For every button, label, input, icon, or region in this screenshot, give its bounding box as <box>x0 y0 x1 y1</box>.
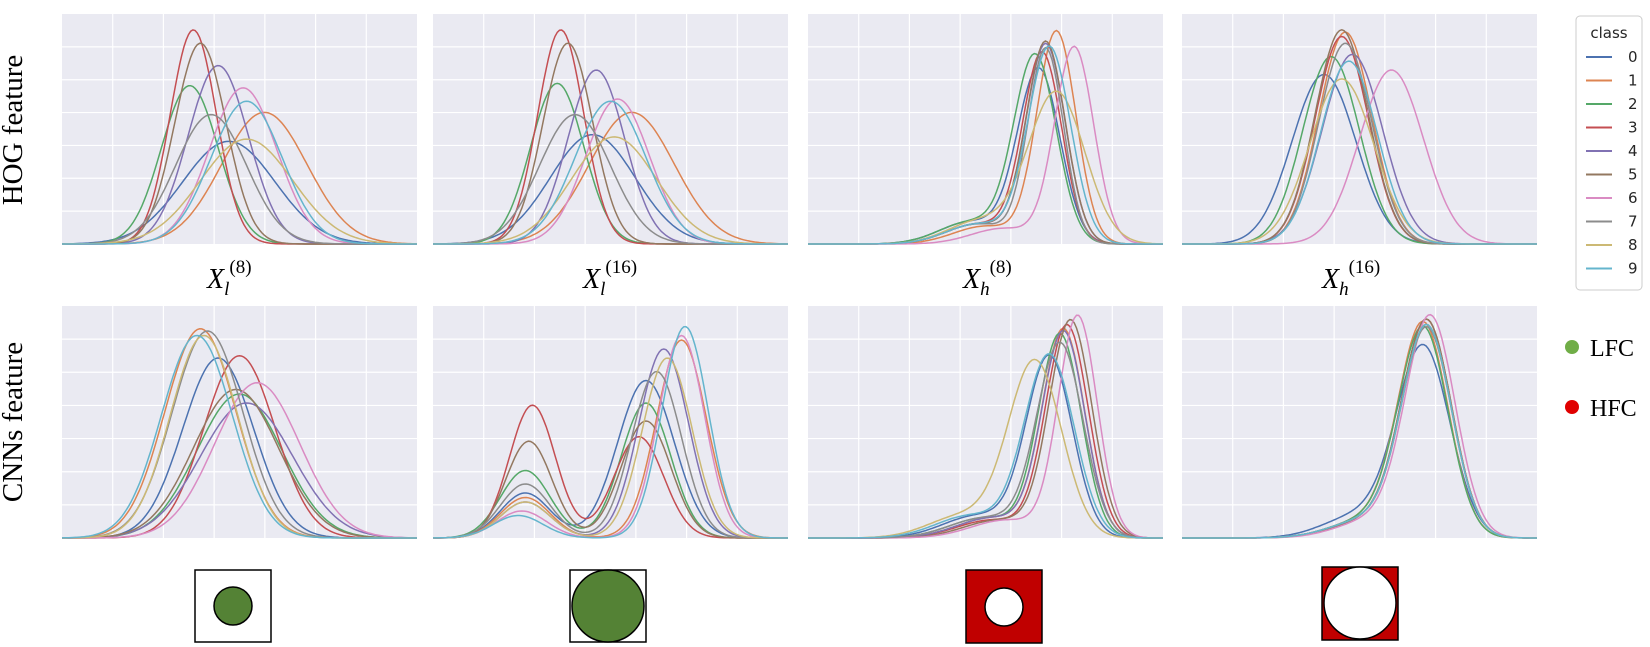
legend-label-class-4: 4 <box>1628 142 1638 160</box>
class-legend: class 0 1 2 3 4 5 6 7 8 9 <box>1575 15 1643 291</box>
kde-line-class-7 <box>433 370 788 539</box>
column-label-xh16-sup: (16) <box>1349 257 1381 278</box>
legend-label-class-3: 3 <box>1628 119 1638 137</box>
kde-line-class-8 <box>432 357 788 539</box>
kde-line-class-9 <box>1182 60 1537 245</box>
kde-line-class-9 <box>433 100 788 245</box>
kde-line-class-9 <box>808 45 1163 245</box>
column-label-xh16: Xh(16) <box>1321 257 1380 300</box>
frequency-legend: LFC HFC <box>1565 336 1637 422</box>
lfc-label: LFC <box>1590 336 1634 362</box>
class-legend-entries: 0 1 2 3 4 5 6 7 8 9 <box>1586 48 1638 278</box>
legend-label-class-5: 5 <box>1628 166 1638 184</box>
legend-label-class-0: 0 <box>1628 48 1638 66</box>
kde-panel-cnns-4 <box>1182 306 1537 539</box>
column-label-xh16-base: X <box>1321 264 1340 295</box>
low-freq-small-filter-icon <box>194 569 272 643</box>
column-label-xl16-sup: (16) <box>605 257 637 278</box>
kde-line-class-8 <box>62 138 417 245</box>
column-label-xl16: Xl(16) <box>582 257 637 300</box>
legend-label-class-2: 2 <box>1628 95 1638 113</box>
kde-panel-cnns-1 <box>61 306 418 539</box>
kde-panels <box>61 14 1537 539</box>
panel-background <box>808 306 1163 538</box>
kde-line-class-9 <box>433 325 788 539</box>
kde-line-class-7 <box>62 113 417 245</box>
legend-label-class-6: 6 <box>1628 189 1638 207</box>
panel-background <box>62 14 417 244</box>
kde-line-class-9 <box>808 353 1163 539</box>
kde-line-class-5 <box>433 420 788 539</box>
legend-label-class-8: 8 <box>1628 236 1638 254</box>
lfc-marker <box>1565 340 1579 354</box>
column-label-xh8-base: X <box>962 264 981 295</box>
legend-label-class-9: 9 <box>1628 260 1638 278</box>
kde-panel-hog-3 <box>808 14 1164 245</box>
kde-line-class-1 <box>432 339 788 539</box>
hfc-marker <box>1565 400 1579 414</box>
kde-line-class-9 <box>61 334 417 539</box>
column-label-xl8-sup: (8) <box>229 257 251 278</box>
column-label-xl8-base: X <box>206 264 225 295</box>
legend-label-class-1: 1 <box>1628 72 1638 90</box>
kde-line-class-5 <box>62 388 417 539</box>
column-label-xl8-sub: l <box>224 279 229 300</box>
column-label-xh8: Xh(8) <box>962 257 1012 300</box>
high-freq-small-filter-icon <box>965 569 1043 644</box>
class-legend-title: class <box>1590 24 1627 42</box>
kde-line-class-6 <box>62 381 418 539</box>
row-label-hog: HOG feature <box>0 55 29 206</box>
column-label-xl8: Xl(8) <box>206 257 252 300</box>
kde-line-class-0 <box>61 140 417 245</box>
high-freq-large-filter-icon <box>1321 566 1399 641</box>
column-label-xh8-sub: h <box>980 279 990 300</box>
filter-icons <box>194 566 1399 644</box>
hfc-label: HFC <box>1590 396 1637 422</box>
kde-panel-cnns-2 <box>432 306 788 539</box>
column-label-xh8-sup: (8) <box>990 257 1012 278</box>
row-label-cnns: CNNs feature <box>0 342 29 502</box>
column-label-xl16-sub: l <box>600 279 605 300</box>
kde-line-class-9 <box>62 100 417 245</box>
panel-background <box>808 14 1163 244</box>
kde-line-class-8 <box>433 136 788 245</box>
kde-panel-cnns-3 <box>808 306 1163 539</box>
panel-background <box>1182 306 1537 538</box>
panel-background <box>433 306 788 538</box>
column-label-xl16-base: X <box>582 264 601 295</box>
kde-line-class-9 <box>1182 323 1537 539</box>
kde-panel-hog-4 <box>1182 14 1537 245</box>
column-label-xh16-sub: h <box>1339 279 1349 300</box>
kde-panel-hog-2 <box>432 14 788 245</box>
kde-panel-hog-1 <box>61 14 418 245</box>
legend-label-class-7: 7 <box>1628 213 1638 231</box>
low-freq-large-filter-icon <box>569 569 647 643</box>
